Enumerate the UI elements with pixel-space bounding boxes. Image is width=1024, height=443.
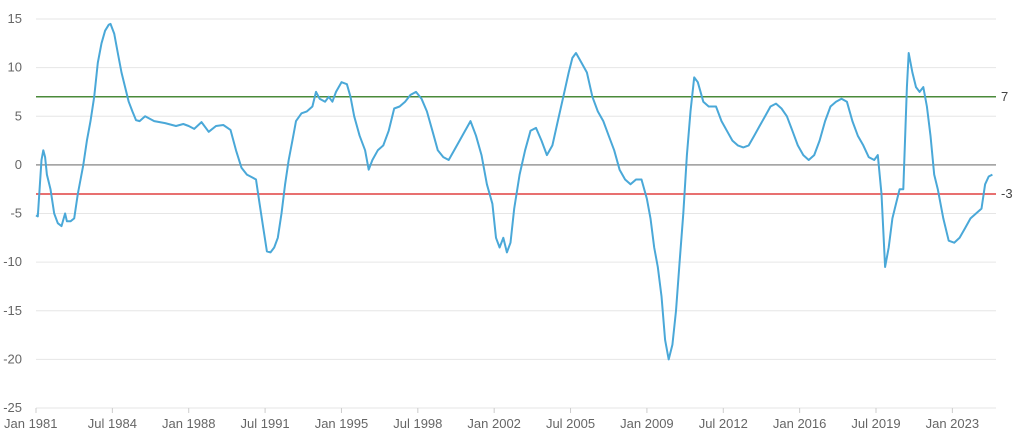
y-axis: 15 10 5 0 -5 -10 -15 -20 -25	[3, 11, 22, 415]
x-axis: Jan 1981 Jul 1984 Jan 1988 Jul 1991 Jan 1995…	[4, 408, 979, 431]
x-tick-label: Jan 2023	[926, 416, 980, 431]
x-tick-label: Jul 1991	[241, 416, 290, 431]
series-lines	[35, 22, 993, 361]
reference-line-label: 7	[1001, 89, 1008, 104]
y-tick-label: 10	[8, 60, 22, 75]
x-tick-label: Jan 2002	[467, 416, 521, 431]
x-tick-label: Jan 1981	[4, 416, 58, 431]
y-tick-label: -15	[3, 303, 22, 318]
y-tick-label: 0	[15, 157, 22, 172]
x-tick-label: Jan 1988	[162, 416, 216, 431]
x-tick-label: Jul 1998	[393, 416, 442, 431]
reference-line-label: -3	[1001, 186, 1013, 201]
x-tick-label: Jul 2012	[699, 416, 748, 431]
x-tick-label: Jan 2016	[773, 416, 827, 431]
x-tick-label: Jul 2005	[546, 416, 595, 431]
y-tick-label: -20	[3, 351, 22, 366]
x-tick-label: Jul 1984	[88, 416, 137, 431]
reference-lines: 7 -3	[36, 89, 1013, 201]
x-tick-label: Jul 2019	[851, 416, 900, 431]
series-line	[35, 22, 993, 361]
y-tick-label: -5	[10, 206, 22, 221]
x-tick-label: Jan 2009	[620, 416, 674, 431]
grid-lines	[36, 18, 996, 409]
y-tick-label: 5	[15, 108, 22, 123]
y-tick-label: -25	[3, 400, 22, 415]
x-tick-label: Jan 1995	[315, 416, 369, 431]
y-tick-label: 15	[8, 11, 22, 26]
y-tick-label: -10	[3, 254, 22, 269]
